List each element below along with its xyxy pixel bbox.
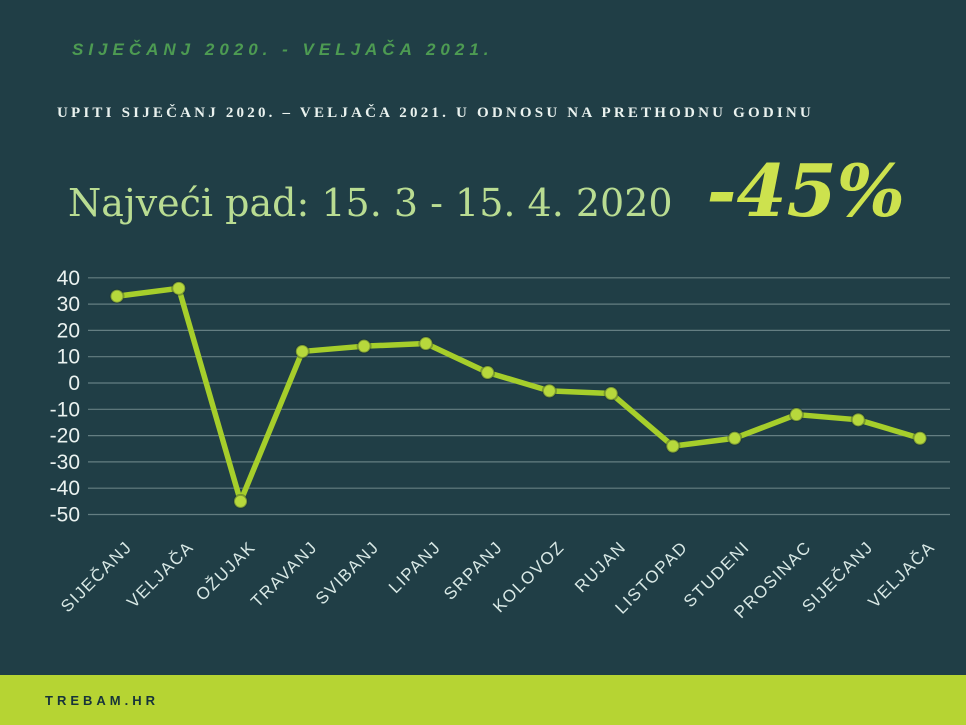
y-tick-label: -20	[50, 425, 80, 448]
y-tick-label: -10	[50, 398, 80, 421]
data-point	[233, 493, 249, 509]
highlight-label: Najveći pad: 15. 3 - 15. 4. 2020	[68, 181, 673, 225]
y-tick-label: -30	[50, 451, 80, 474]
x-category-label: LIPANJ	[385, 537, 445, 597]
y-tick-label: 0	[68, 372, 80, 395]
data-point	[171, 280, 187, 296]
chart-subtitle: UPITI SIJEČANJ 2020. – VELJAČA 2021. U O…	[57, 105, 814, 121]
y-tick-label: 30	[57, 293, 80, 316]
y-tick-label: 40	[57, 267, 80, 290]
x-category-label: RUJAN	[571, 537, 630, 596]
data-point	[356, 338, 372, 354]
x-category-label: SVIBANJ	[312, 537, 383, 608]
footer-bar: TREBAM.HR	[0, 675, 966, 725]
y-tick-label: 10	[57, 346, 80, 369]
x-category-label: VELJAČA	[865, 537, 939, 611]
data-point	[912, 430, 928, 446]
x-category-label: SRPANJ	[440, 537, 506, 603]
data-point	[665, 438, 681, 454]
data-point	[727, 430, 743, 446]
y-tick-label: -50	[50, 504, 80, 527]
data-point	[788, 407, 804, 423]
data-point	[603, 386, 619, 402]
data-point	[294, 343, 310, 359]
line-chart-canvas: 403020100-10-20-30-40-50SIJEČANJVELJAČAO…	[50, 267, 950, 622]
line-chart: 40 30 20 10 0 -10 -20 -30 -40 -50 SIJEČANJ VELJAČA O…	[0, 250, 966, 640]
data-point	[541, 383, 557, 399]
highlight-stat: Najveći pad: 15. 3 - 15. 4. 2020 -45%	[68, 148, 905, 233]
data-point	[109, 288, 125, 304]
data-point	[850, 412, 866, 428]
y-tick-label: -40	[50, 477, 80, 500]
data-point	[480, 364, 496, 380]
y-tick-label: 20	[57, 319, 80, 342]
data-line	[114, 285, 923, 505]
brand-logo-text: TREBAM.HR	[45, 692, 159, 708]
x-category-label: SIJEČANJ	[57, 537, 136, 616]
highlight-value: -45%	[706, 148, 906, 233]
x-category-label: TRAVANJ	[247, 537, 321, 611]
period-title: SIJEČANJ 2020. - VELJAČA 2021.	[72, 40, 494, 59]
x-category-label: VELJAČA	[123, 537, 197, 611]
data-point	[418, 336, 434, 352]
